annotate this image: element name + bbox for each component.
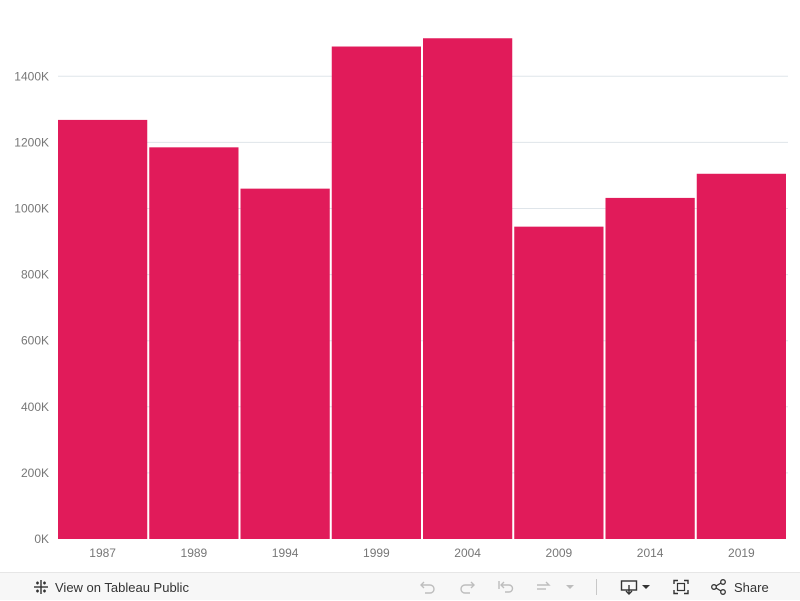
y-tick-label: 800K [21,268,49,282]
redo-icon [460,581,475,594]
redo-button[interactable] [458,573,476,601]
bar-1987[interactable] [58,119,148,539]
x-tick-label: 1989 [181,546,208,560]
y-tick-label: 200K [21,466,49,480]
y-tick-label: 1400K [14,69,49,83]
chevron-down-icon [642,585,650,589]
chevron-down-icon [566,585,574,589]
x-tick-label: 2019 [728,546,755,560]
revert-icon [498,581,514,593]
bar-1989[interactable] [149,147,239,539]
x-tick-label: 2009 [546,546,573,560]
refresh-dropdown[interactable] [565,573,575,601]
fullscreen-button[interactable] [672,573,690,601]
x-tick-label: 2014 [637,546,664,560]
chart-area: 0K 200K 400K 600K 800K 1000K 1200K 1400K 1987 19… [14,38,788,560]
undo-icon [420,581,435,594]
download-button[interactable] [620,573,651,601]
bar-2009[interactable] [514,226,604,539]
tableau-logo-icon [34,580,48,594]
y-tick-label: 1200K [14,135,49,149]
bars [58,38,786,540]
x-tick-label: 1994 [272,546,299,560]
x-tick-label: 2004 [454,546,481,560]
fullscreen-icon [673,579,689,595]
y-tick-label: 600K [21,334,49,348]
download-icon [620,580,638,595]
undo-button[interactable] [419,573,437,601]
x-tick-label: 1999 [363,546,390,560]
bar-1999[interactable] [331,46,421,540]
toolbar-divider [596,579,597,595]
x-tick-label: 1987 [89,546,116,560]
share-icon [711,579,726,595]
refresh-button[interactable] [535,573,553,601]
revert-button[interactable] [497,573,515,601]
x-axis-ticks: 1987 1989 1994 1999 2004 2009 2014 2019 [89,546,755,560]
view-on-tableau-public-label: View on Tableau Public [55,579,189,595]
y-tick-label: 0K [34,532,49,546]
share-label: Share [734,579,769,595]
view-on-tableau-public-link[interactable]: View on Tableau Public [33,573,189,601]
share-button[interactable]: Share [710,573,769,601]
y-axis-ticks: 0K 200K 400K 600K 800K 1000K 1200K 1400K [14,69,49,546]
bar-2004[interactable] [423,38,513,539]
refresh-icon [537,581,551,590]
tableau-toolbar: View on Tableau Public [0,572,800,600]
bar-1994[interactable] [240,188,330,539]
y-tick-label: 1000K [14,201,49,215]
y-tick-label: 400K [21,400,49,414]
bar-2019[interactable] [696,173,786,539]
bar-2014[interactable] [605,197,695,539]
